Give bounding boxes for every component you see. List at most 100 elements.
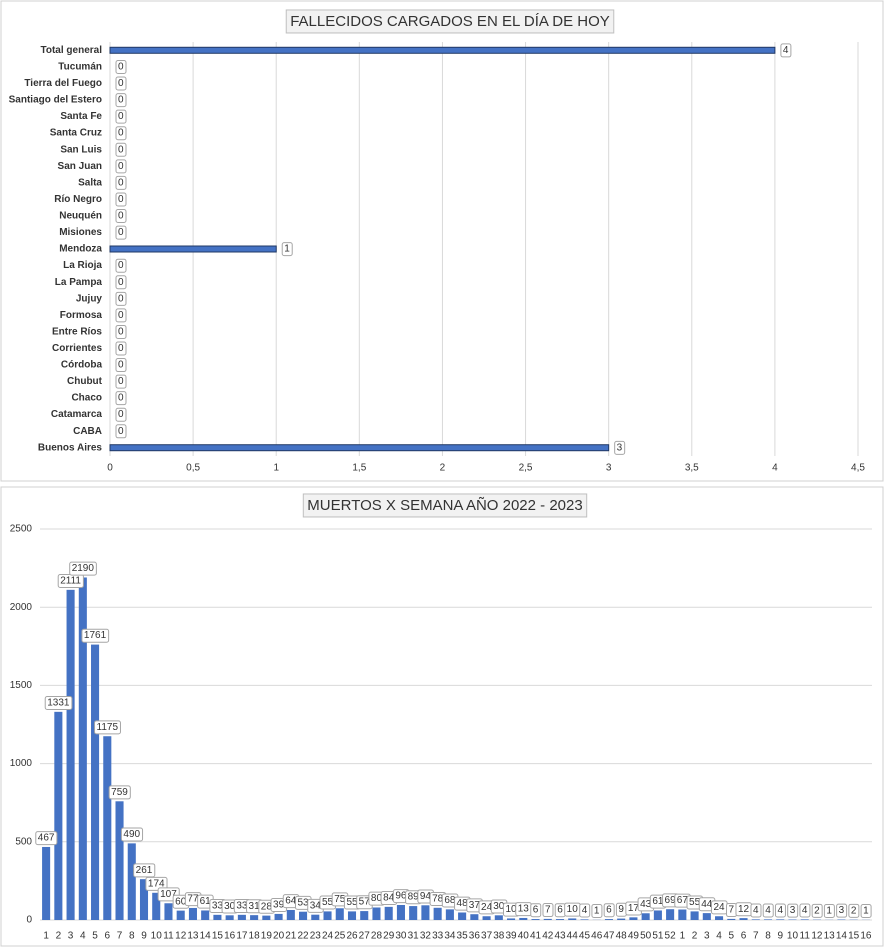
- data-label-box: [591, 903, 603, 918]
- bar: [531, 919, 540, 920]
- y-tick-label: CABA: [73, 426, 102, 437]
- bar: [445, 909, 454, 920]
- bar: [91, 644, 100, 920]
- data-label-box: [848, 903, 860, 918]
- bar: [800, 919, 809, 920]
- data-label-box: [115, 358, 127, 373]
- data-label: 6: [606, 905, 612, 916]
- data-label: 60: [175, 896, 187, 907]
- x-tick-label: 10: [787, 931, 799, 942]
- x-tick-label: 12: [175, 931, 187, 942]
- bar: [201, 910, 210, 920]
- x-tick-label: 1: [43, 931, 49, 942]
- data-label-box: [787, 903, 799, 918]
- data-label-box: [115, 258, 127, 273]
- chart-title: MUERTOS X SEMANA AÑO 2022 - 2023: [307, 497, 582, 514]
- data-label-box: [115, 225, 127, 240]
- x-tick-label: 22: [297, 931, 309, 942]
- data-label: 0: [118, 360, 124, 371]
- bar: [507, 918, 516, 920]
- bar: [127, 843, 136, 920]
- data-label-box: [780, 43, 792, 58]
- data-label: 34: [310, 900, 322, 911]
- data-label-box: [115, 374, 127, 389]
- bar: [421, 905, 430, 920]
- data-label: 2190: [72, 563, 95, 574]
- bar: [78, 577, 87, 920]
- data-label: 0: [118, 78, 124, 89]
- data-label: 75: [334, 894, 346, 905]
- data-label-box: [133, 863, 156, 878]
- x-tick-label: 26: [346, 931, 358, 942]
- x-tick-label: 48: [616, 931, 628, 942]
- title-box: [302, 493, 588, 518]
- data-label-box: [115, 391, 127, 406]
- data-label: 174: [148, 878, 165, 889]
- data-label: 64: [285, 896, 297, 907]
- bar: [641, 913, 650, 920]
- bar: [66, 589, 75, 920]
- x-tick-label: 50: [640, 931, 652, 942]
- data-label: 1175: [97, 722, 119, 733]
- x-tick-label: 14: [836, 931, 848, 942]
- data-label: 759: [111, 787, 128, 798]
- x-tick-label: 13: [187, 931, 199, 942]
- data-label-box: [603, 903, 615, 918]
- y-tick-label: Santa Cruz: [50, 128, 102, 139]
- x-tick-label: 0,5: [186, 463, 200, 474]
- data-label-box: [115, 275, 127, 290]
- data-label: 94: [420, 891, 432, 902]
- data-label-box: [115, 192, 127, 207]
- x-tick-label: 23: [310, 931, 322, 942]
- data-label: 68: [444, 895, 456, 906]
- data-label-box: [823, 903, 835, 918]
- y-tick-label: Chubut: [67, 376, 103, 387]
- data-label: 13: [518, 904, 530, 915]
- y-tick-label: La Pampa: [55, 277, 103, 288]
- data-label: 3: [790, 905, 796, 916]
- x-tick-label: 34: [444, 931, 456, 942]
- data-label: 6: [557, 905, 563, 916]
- data-label-box: [115, 209, 127, 224]
- data-label: 0: [118, 194, 124, 205]
- data-label: 0: [118, 310, 124, 321]
- y-tick-label: Salta: [78, 177, 102, 188]
- x-tick-label: 20: [273, 931, 285, 942]
- data-label-box: [860, 903, 872, 918]
- data-label-box: [750, 903, 762, 918]
- y-tick-label: Misiones: [59, 227, 102, 238]
- bar: [702, 913, 711, 920]
- x-tick-label: 51: [652, 931, 664, 942]
- data-label-box: [774, 903, 786, 918]
- data-label: 4: [802, 905, 808, 916]
- bar: [347, 911, 357, 920]
- data-label: 10: [567, 904, 579, 915]
- y-tick-label: San Luis: [60, 144, 102, 155]
- data-label-box: [115, 308, 127, 323]
- data-label: 57: [359, 897, 371, 908]
- data-label-box: [115, 76, 127, 91]
- data-label-box: [115, 109, 127, 124]
- bar: [262, 915, 271, 920]
- y-tick-label: 1500: [10, 680, 33, 691]
- bar: [286, 909, 295, 920]
- x-tick-label: 6: [741, 931, 747, 942]
- bar: [103, 736, 112, 920]
- bar: [360, 911, 369, 920]
- x-tick-label: 45: [579, 931, 591, 942]
- bar: [666, 909, 675, 920]
- bar: [54, 711, 63, 920]
- data-label: 2: [814, 905, 820, 916]
- bar: [176, 910, 185, 920]
- data-label: 6: [533, 905, 539, 916]
- bar: [482, 916, 491, 920]
- data-label: 1331: [47, 697, 70, 708]
- data-label: 24: [713, 902, 725, 913]
- x-tick-label: 33: [432, 931, 444, 942]
- data-label: 1: [594, 905, 600, 916]
- y-tick-label: Entre Ríos: [52, 326, 102, 337]
- x-tick-label: 3: [704, 931, 710, 942]
- data-label: 1: [863, 905, 869, 916]
- y-tick-label: Río Negro: [54, 194, 102, 205]
- y-tick-label: Neuquén: [59, 211, 102, 222]
